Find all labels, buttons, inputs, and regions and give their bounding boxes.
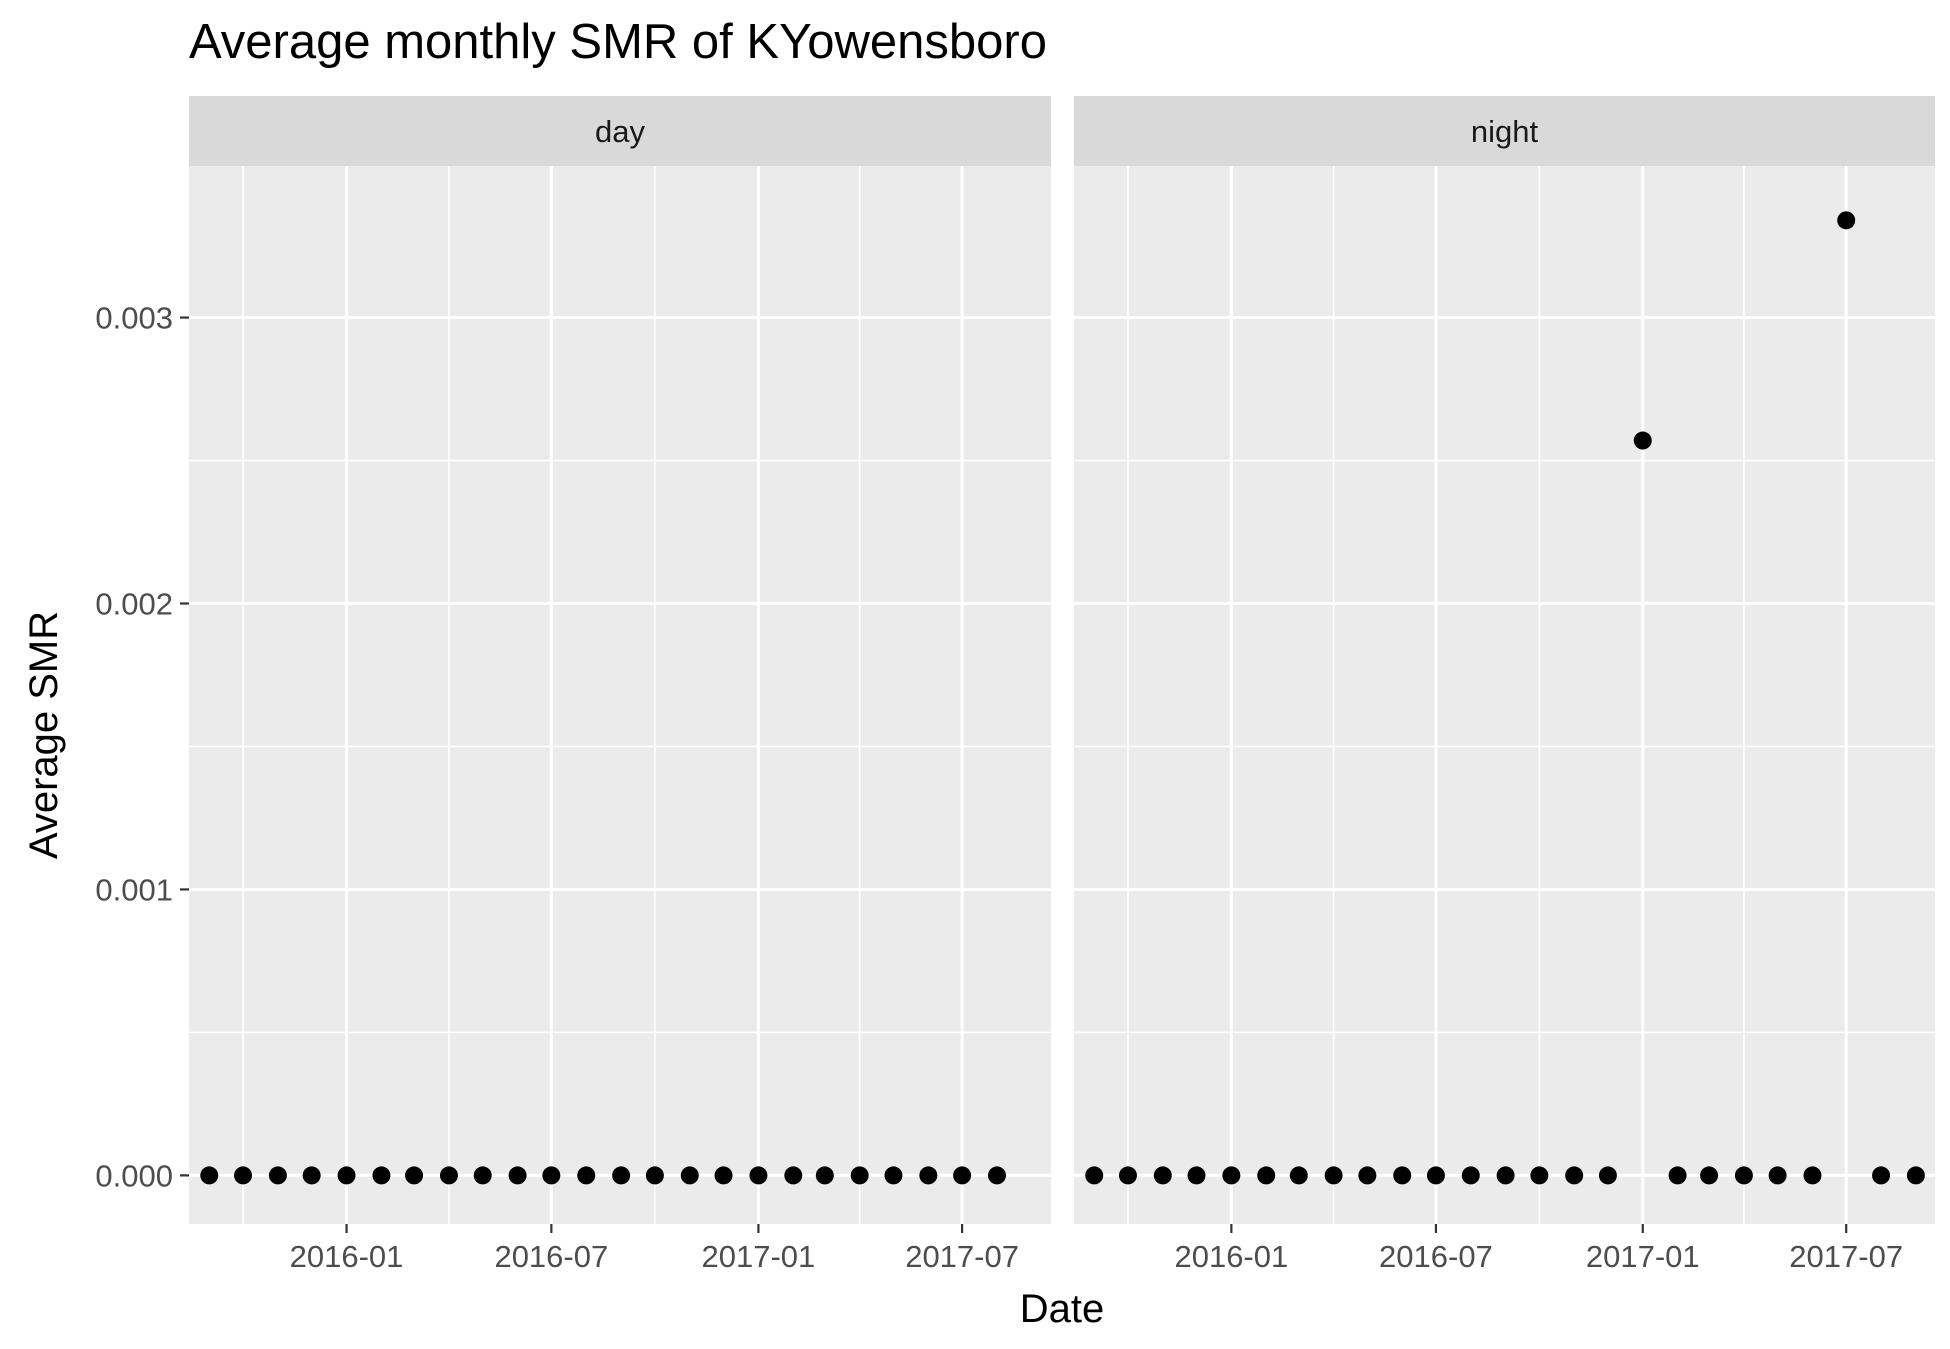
data-point [1700,1166,1719,1185]
data-point [268,1166,287,1185]
y-tick-label: 0.001 [95,872,173,907]
data-point [1222,1166,1241,1185]
data-point [1803,1166,1822,1185]
data-point [1324,1166,1343,1185]
data-point [612,1166,631,1185]
data-point [1393,1166,1412,1185]
x-tick-label: 2017-01 [1586,1239,1700,1274]
data-point [1906,1166,1925,1185]
facet-panel-day: day 2016-01 2016-07 2017-01 2017-07 [189,96,1051,1274]
data-point [1734,1166,1753,1185]
data-point [1768,1166,1787,1185]
data-point [1085,1166,1104,1185]
y-axis-title: Average SMR [22,611,66,859]
strip-label-night: night [1471,114,1539,149]
panel-background [189,166,1051,1224]
y-tick-label: 0.002 [95,586,173,621]
data-point [1153,1166,1172,1185]
x-tick-label: 2016-07 [494,1239,608,1274]
x-tick-label: 2017-07 [1789,1239,1903,1274]
x-tick-label: 2016-07 [1379,1239,1493,1274]
data-point [1872,1166,1891,1185]
data-point [1257,1166,1276,1185]
data-point [473,1166,492,1185]
x-tick-label: 2017-07 [905,1239,1019,1274]
data-point [714,1166,733,1185]
chart-title: Average monthly SMR of KYowensboro [189,15,1047,69]
data-point [815,1166,834,1185]
strip-label-day: day [595,114,645,149]
data-point [987,1166,1006,1185]
y-axis: 0.000 0.001 0.002 0.003 [95,301,189,1193]
data-point [1565,1166,1584,1185]
data-point [1118,1166,1137,1185]
data-point [200,1166,219,1185]
data-point [337,1166,356,1185]
data-point [508,1166,527,1185]
data-point [1668,1166,1687,1185]
panel-background [1074,166,1935,1224]
data-point [1633,431,1652,450]
data-point [680,1166,699,1185]
x-tick-label: 2017-01 [702,1239,816,1274]
data-point [1530,1166,1549,1185]
data-point [1187,1166,1206,1185]
x-axis-title: Date [1020,1287,1105,1331]
data-point [919,1166,938,1185]
data-point [784,1166,803,1185]
data-point [1426,1166,1445,1185]
facet-panel-night: night 2016-01 2016-07 2017-01 2017-07 [1074,96,1935,1274]
data-point [1598,1166,1617,1185]
data-point [884,1166,903,1185]
data-point [1358,1166,1377,1185]
facet-panels: day 2016-01 2016-07 2017-01 2017-07 night 2016… [189,96,1935,1274]
data-point [234,1166,253,1185]
data-point [850,1166,869,1185]
data-point [749,1166,768,1185]
data-point [439,1166,458,1185]
data-point [577,1166,596,1185]
data-point [1496,1166,1515,1185]
data-point [372,1166,391,1185]
x-tick-label: 2016-01 [1174,1239,1288,1274]
data-point [542,1166,561,1185]
data-point [1289,1166,1308,1185]
strip-background [189,96,1051,166]
data-point [1837,211,1856,230]
strip-background [1074,96,1935,166]
data-point [405,1166,424,1185]
data-point [1461,1166,1480,1185]
y-tick-label: 0.000 [95,1158,173,1193]
y-tick-label: 0.003 [95,301,173,336]
x-tick-label: 2016-01 [290,1239,404,1274]
data-point [302,1166,321,1185]
data-point [645,1166,664,1185]
data-point [953,1166,972,1185]
